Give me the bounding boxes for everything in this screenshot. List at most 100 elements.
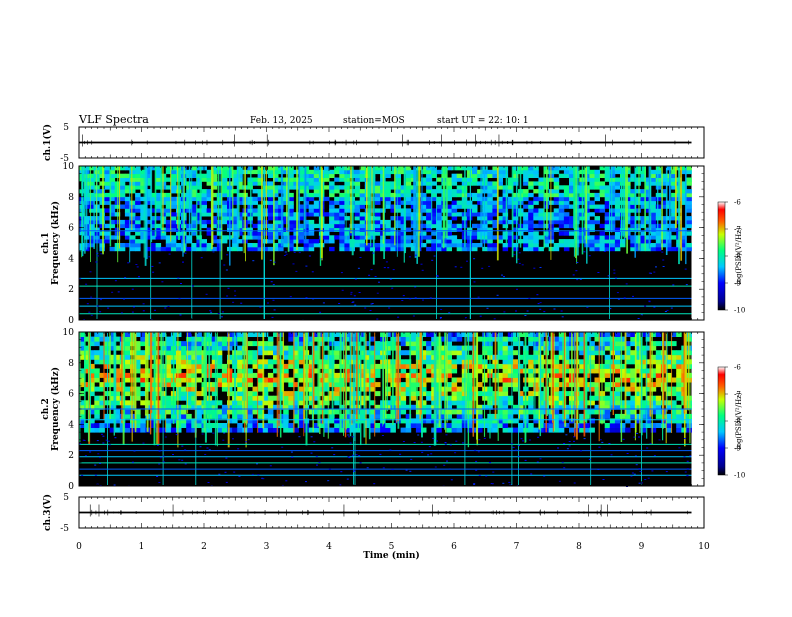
noise-dot <box>274 309 276 310</box>
noise-dot <box>272 317 274 318</box>
spectrogram-cell <box>135 181 141 185</box>
noise-dot <box>226 270 228 271</box>
spectrogram-cell <box>94 359 100 364</box>
spectrogram-cell <box>304 243 310 247</box>
spectrogram-cell <box>268 400 274 405</box>
noise-dot <box>516 289 518 290</box>
spectrogram-cell <box>457 178 463 182</box>
spectrogram-cell <box>518 423 524 428</box>
spectrogram-cell <box>355 243 361 247</box>
spectrogram-cell <box>125 414 130 419</box>
spectrogram-cell <box>181 359 187 364</box>
spectrogram-cell <box>396 166 402 170</box>
spectrogram-cell <box>651 205 657 209</box>
spectrogram-cell <box>533 189 539 193</box>
spectrogram-cell <box>426 224 432 228</box>
spectrogram-cell <box>222 382 228 387</box>
noise-dot <box>481 268 483 269</box>
spectrogram-cell <box>329 193 335 197</box>
spectrogram-cell <box>171 174 177 178</box>
spectrogram-cell <box>130 185 136 189</box>
noise-dot <box>290 296 292 297</box>
spectrogram-cell <box>452 224 458 228</box>
noise-dot <box>226 296 228 297</box>
spectrogram-cell <box>166 247 172 251</box>
spectrogram-cell <box>589 428 595 433</box>
y-tick-label: 5 <box>63 123 69 133</box>
spectrogram-cell <box>156 247 162 251</box>
spectrogram-cell <box>135 239 141 243</box>
spectrogram-cell <box>385 239 391 243</box>
spectrogram-cell <box>222 373 228 378</box>
spectrogram-cell <box>186 239 192 243</box>
spectrogram-cell <box>615 166 621 170</box>
spectrogram-cell <box>247 414 253 419</box>
spectrogram-cell <box>676 368 682 373</box>
spectrogram-cell <box>299 387 305 392</box>
noise-dot <box>575 270 577 271</box>
spectrogram-cell <box>385 201 391 205</box>
spectrogram-cell <box>503 400 509 405</box>
spectrogram-cell <box>375 231 381 235</box>
spectrogram-cell <box>334 382 340 387</box>
spectrogram-cell <box>334 350 340 355</box>
spectrogram-cell <box>186 350 192 355</box>
spectrogram-cell <box>344 178 350 182</box>
spectrogram-cell <box>120 220 126 224</box>
spectrogram-cell <box>196 414 202 419</box>
spectrogram-cell <box>396 205 402 209</box>
spectrogram-cell <box>452 239 458 243</box>
spectrogram-cell <box>222 414 228 419</box>
spectrogram-cell <box>406 428 412 433</box>
spectrogram-cell <box>390 428 396 433</box>
spectrogram-cell <box>375 346 381 351</box>
spectrogram-cell <box>605 359 611 364</box>
spectrogram-cell <box>651 197 657 201</box>
spectrogram-cell <box>324 228 330 232</box>
spectrogram-cell <box>396 201 402 205</box>
noise-dot <box>543 311 545 312</box>
spectrogram-cell <box>166 350 172 355</box>
spectrogram-cell <box>135 216 141 220</box>
spectrogram-cell <box>202 220 208 224</box>
spectrogram-cell <box>452 359 458 364</box>
spectrogram-cell <box>268 346 274 351</box>
spectrogram-cell <box>237 373 243 378</box>
spectrogram-cell <box>94 400 100 405</box>
noise-dot <box>517 259 519 260</box>
spectrogram-cell <box>120 181 126 185</box>
spectrogram-cell <box>457 346 463 351</box>
spectrogram-cell <box>610 197 616 201</box>
spectrogram-cell <box>554 189 560 193</box>
spectrogram-cell <box>334 400 340 405</box>
noise-dot <box>624 297 626 298</box>
spectrogram-cell <box>533 235 539 239</box>
spectrogram-cell <box>125 400 130 405</box>
spectrogram-cell <box>222 409 228 414</box>
spectrogram-cell <box>513 350 519 355</box>
spectrogram-cell <box>676 373 682 378</box>
noise-dot <box>285 252 287 253</box>
spectrogram-cell <box>533 332 539 337</box>
spectrogram-cell <box>533 346 539 351</box>
spectrogram-cell <box>513 337 519 342</box>
spectrogram-cell <box>472 181 478 185</box>
spectrogram-cell <box>186 382 192 387</box>
spectrogram-cell <box>651 235 657 239</box>
noise-dot <box>414 286 416 287</box>
spectrogram-cell <box>161 247 167 251</box>
spectrogram-cell <box>186 400 192 405</box>
spectrogram-cell <box>503 364 509 369</box>
spectrogram-cell <box>396 189 402 193</box>
spectrogram-cell <box>268 201 274 205</box>
spectrogram-cell <box>564 243 570 247</box>
spectrogram-cell <box>528 341 534 346</box>
spectrogram-cell <box>247 409 253 414</box>
spectrogram-cell <box>237 396 243 401</box>
start-ut-label: start UT = 22: 10: 1 <box>437 116 529 126</box>
spectrogram-cell <box>288 332 294 337</box>
spectrogram-cell <box>406 174 412 178</box>
spectrogram-cell <box>309 228 315 232</box>
spectrogram-cell <box>304 239 310 243</box>
spectrogram-cell <box>436 216 442 220</box>
